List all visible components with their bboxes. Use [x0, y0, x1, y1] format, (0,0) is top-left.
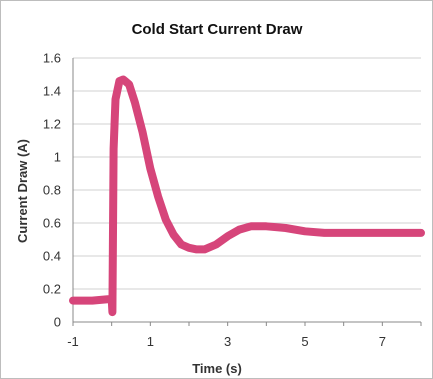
series-group — [69, 75, 425, 317]
y-axis-label: Current Draw (A) — [15, 139, 30, 243]
axes — [72, 58, 422, 326]
y-tick-label: 1 — [54, 150, 61, 165]
x-tick-labels: -1 1 3 5 7 — [67, 334, 386, 349]
y-tick-label: 0.6 — [43, 216, 61, 231]
x-tick-label: 7 — [379, 334, 386, 349]
y-tick-label: 1.6 — [43, 51, 61, 66]
y-tick-labels: 0 0.2 0.4 0.6 0.8 1 1.2 1.4 1.6 — [43, 51, 61, 330]
y-tick-label: 1.2 — [43, 117, 61, 132]
chart-title: Cold Start Current Draw — [132, 21, 303, 38]
x-tick-label: 3 — [224, 334, 231, 349]
x-axis-label: Time (s) — [192, 361, 242, 376]
y-tick-label: 0.4 — [43, 249, 61, 264]
y-tick-label: 0.2 — [43, 282, 61, 297]
x-tick-label: 5 — [301, 334, 308, 349]
series-line — [69, 75, 425, 317]
gridlines — [73, 57, 421, 290]
x-tick-label: 1 — [147, 334, 154, 349]
y-tick-label: 0 — [54, 315, 61, 330]
y-tick-label: 1.4 — [43, 84, 61, 99]
y-tick-label: 0.8 — [43, 183, 61, 198]
x-tick-label: -1 — [67, 334, 79, 349]
